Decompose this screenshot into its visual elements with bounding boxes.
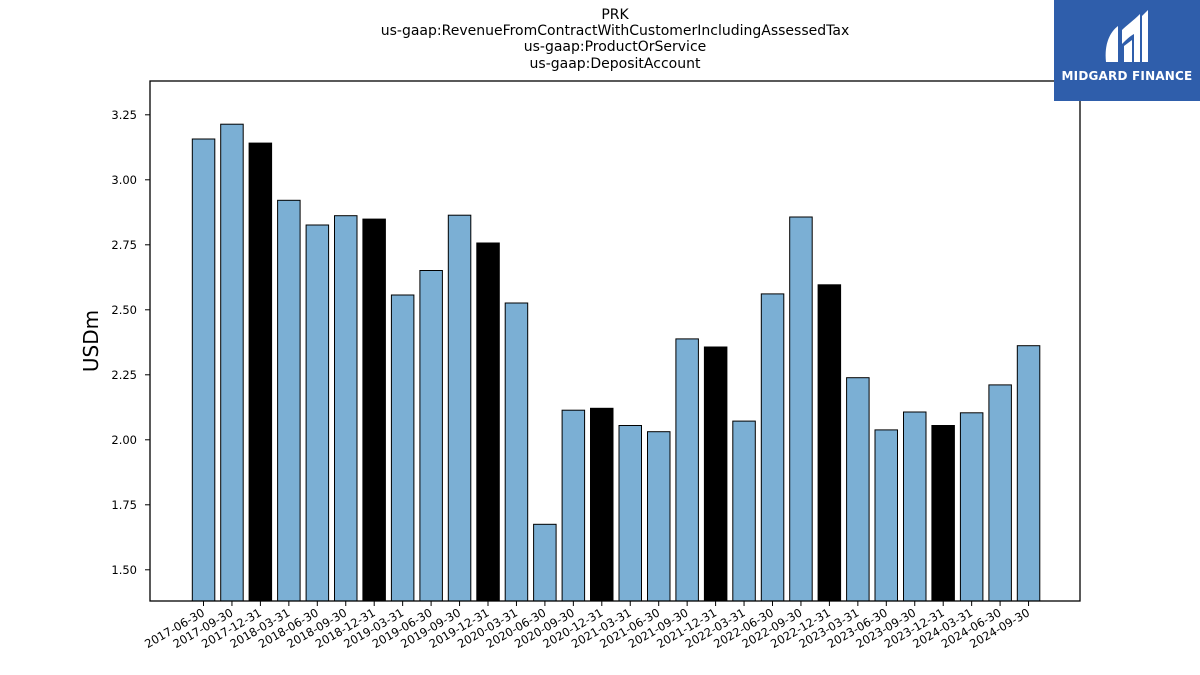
bar-2021-12-31	[703, 346, 728, 602]
bar-2023-12-31	[931, 425, 955, 602]
chart-title-line-2: us-gaap:RevenueFromContractWithCustomerI…	[380, 23, 850, 39]
bar-2018-12-31	[362, 218, 386, 602]
y-tick-label: 1.50	[111, 563, 137, 577]
bar-2017-06-30	[191, 138, 216, 602]
y-tick-label: 2.25	[111, 368, 137, 382]
bar-2020-03-31	[504, 302, 529, 602]
bar-2019-09-30	[447, 214, 472, 602]
bar-2022-12-31	[817, 284, 842, 602]
y-tick-label: 1.75	[111, 498, 137, 512]
y-axis-label: USDm	[79, 310, 103, 372]
bar-2022-09-30	[789, 216, 813, 602]
bar-2019-06-30	[419, 270, 443, 602]
bar-2018-03-31	[277, 199, 301, 602]
bar-2017-09-30	[220, 123, 244, 602]
bar-2019-12-31	[476, 242, 500, 602]
bar-2020-12-31	[590, 407, 614, 602]
bar-2021-09-30	[675, 338, 699, 602]
bar-2020-09-30	[561, 409, 586, 602]
bar-2021-06-30	[647, 431, 671, 602]
bar-2018-06-30	[305, 224, 330, 602]
y-tick-label: 2.50	[111, 303, 137, 317]
bar-2024-09-30	[1016, 345, 1041, 602]
plot-frame	[149, 80, 1081, 602]
bar-2023-09-30	[903, 411, 927, 602]
bar-2019-03-31	[390, 294, 415, 602]
y-tick-label: 2.00	[111, 433, 137, 447]
brand-logo: MIDGARD FINANCE	[1054, 0, 1200, 101]
bar-2021-03-31	[618, 425, 642, 602]
bar-2023-06-30	[874, 429, 898, 602]
midgard-logo-icon	[1105, 10, 1148, 62]
y-tick-label: 2.75	[111, 238, 137, 252]
chart-title-line-1: PRK	[601, 7, 629, 23]
bar-2024-03-31	[959, 412, 984, 602]
bar-2024-06-30	[988, 384, 1012, 602]
bar-2017-12-31	[248, 142, 273, 602]
y-tick-label: 3.00	[111, 173, 137, 187]
y-tick-label: 3.25	[111, 108, 137, 122]
bar-2023-03-31	[846, 377, 870, 602]
bar-2020-06-30	[533, 523, 557, 602]
logo-text: MIDGARD FINANCE	[1061, 69, 1193, 83]
chart-title-line-3: us-gaap:ProductOrService	[523, 39, 707, 55]
bar-2022-03-31	[732, 420, 756, 602]
chart-title-line-4: us-gaap:DepositAccount	[529, 56, 701, 72]
bar-2018-09-30	[334, 215, 358, 602]
bar-2022-06-30	[760, 293, 785, 602]
